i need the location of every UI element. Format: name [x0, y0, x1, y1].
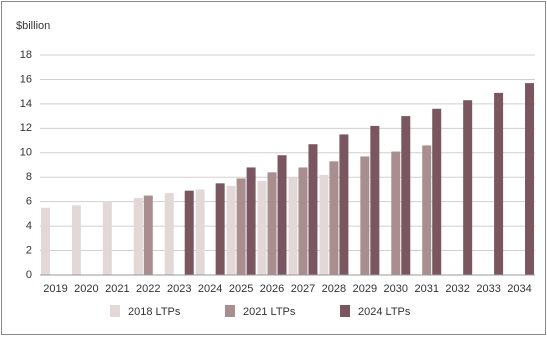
- bar: [401, 116, 411, 275]
- bar: [164, 193, 174, 275]
- x-tick-label: 2029: [353, 283, 377, 295]
- bar: [102, 201, 112, 275]
- bar: [339, 134, 349, 275]
- bar: [370, 125, 380, 275]
- bar: [277, 155, 287, 275]
- x-tick-label: 2024: [198, 283, 222, 295]
- y-tick-label: 10: [20, 147, 32, 159]
- bar: [133, 198, 143, 275]
- x-tick-label: 2025: [229, 283, 253, 295]
- bar: [525, 83, 535, 275]
- bar: [40, 207, 50, 275]
- x-tick-label: 2023: [167, 283, 191, 295]
- bar: [184, 190, 194, 275]
- y-tick-label: 2: [26, 244, 32, 256]
- legend-swatch: [110, 305, 120, 317]
- bar: [226, 185, 236, 275]
- bar: [432, 108, 442, 276]
- bar: [329, 161, 339, 275]
- x-tick-label: 2027: [291, 283, 315, 295]
- x-tick-label: 2026: [260, 283, 284, 295]
- bar: [288, 177, 298, 275]
- bar: [195, 189, 205, 275]
- bar: [494, 92, 504, 275]
- bar: [360, 156, 370, 275]
- legend-swatch: [340, 305, 350, 317]
- bar: [143, 195, 153, 275]
- bar: [391, 151, 401, 275]
- bar: [236, 178, 246, 275]
- bar: [463, 100, 473, 275]
- bar: [422, 145, 432, 275]
- bar: [71, 205, 81, 275]
- legend-label: 2018 LTPs: [128, 306, 181, 318]
- y-axis-label: $billion: [16, 20, 50, 32]
- legend-label: 2024 LTPs: [358, 306, 411, 318]
- x-tick-label: 2019: [43, 283, 67, 295]
- x-tick-label: 2033: [476, 283, 500, 295]
- y-tick-label: 6: [26, 196, 32, 208]
- bar: [257, 180, 267, 275]
- x-tick-label: 2034: [507, 283, 531, 295]
- bar: [215, 183, 225, 275]
- bar: [298, 167, 308, 275]
- x-tick-label: 2030: [384, 283, 408, 295]
- x-tick-label: 2028: [322, 283, 346, 295]
- y-tick-label: 14: [20, 98, 32, 110]
- x-tick-label: 2022: [136, 283, 160, 295]
- legend-swatch: [225, 305, 235, 317]
- bar: [308, 144, 318, 275]
- bar: [267, 172, 277, 275]
- y-tick-label: 16: [20, 73, 32, 85]
- y-tick-label: 4: [26, 220, 32, 232]
- bar: [246, 167, 256, 275]
- bar: [319, 174, 329, 275]
- x-tick-label: 2020: [74, 283, 98, 295]
- x-tick-label: 2032: [445, 283, 469, 295]
- y-tick-label: 8: [26, 171, 32, 183]
- x-tick-label: 2031: [414, 283, 438, 295]
- y-tick-label: 12: [20, 122, 32, 134]
- y-tick-label: 0: [26, 269, 32, 281]
- legend-label: 2021 LTPs: [243, 306, 296, 318]
- y-tick-label: 18: [20, 49, 32, 61]
- x-tick-label: 2021: [105, 283, 129, 295]
